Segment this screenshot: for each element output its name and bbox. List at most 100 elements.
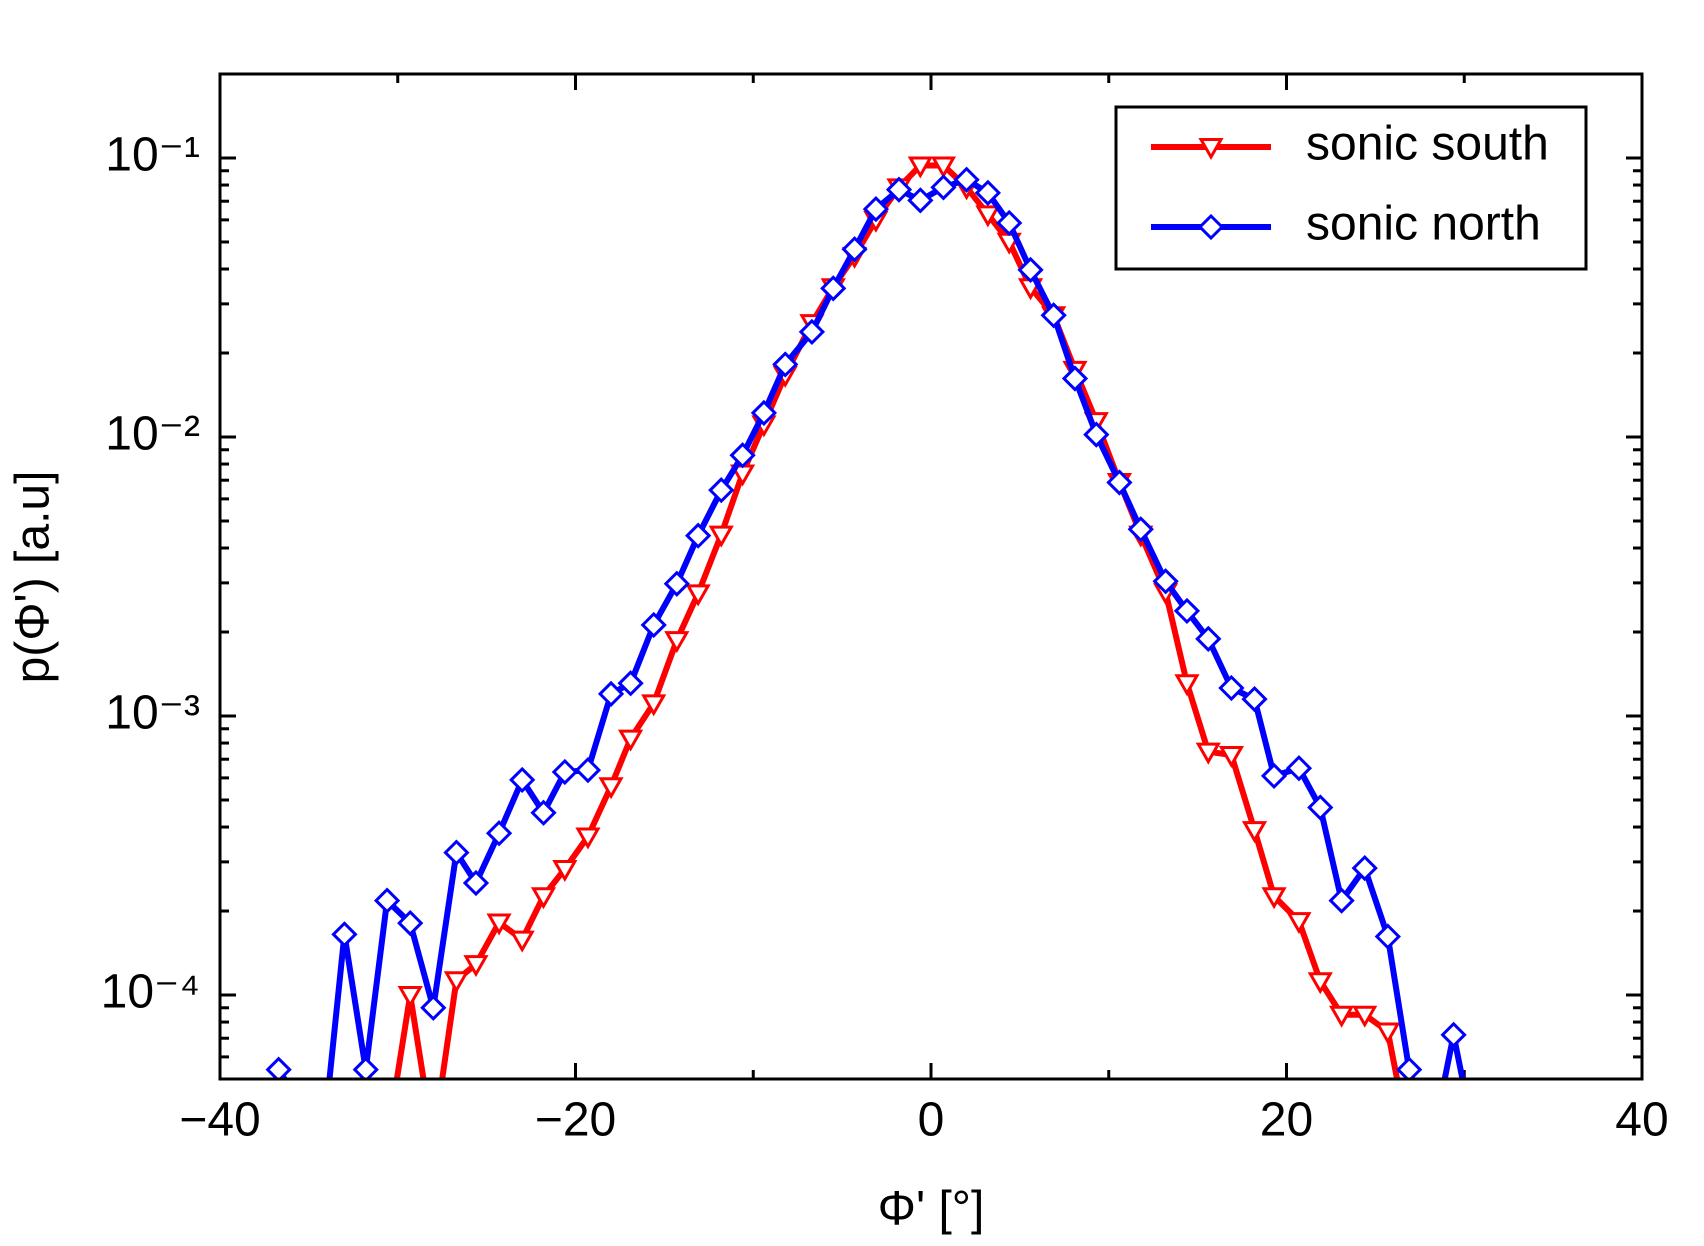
data-point (509, 766, 536, 794)
data-point (423, 1133, 443, 1151)
data-point (885, 176, 913, 203)
data-point (1421, 1130, 1443, 1152)
data-point (1399, 1133, 1419, 1151)
data-point (1396, 1056, 1423, 1079)
data-point (462, 869, 490, 897)
data-point (974, 179, 1002, 206)
data-point (1241, 821, 1268, 844)
x-tick-label: 40 (1615, 1094, 1668, 1147)
legend-marker (1198, 138, 1224, 161)
data-point (798, 318, 826, 346)
data-point (930, 156, 957, 179)
data-point (1017, 256, 1044, 284)
data-point (1218, 745, 1244, 768)
data-point (420, 994, 447, 1021)
data-point (1174, 674, 1200, 697)
series-line (276, 176, 1466, 1079)
data-point (597, 680, 625, 708)
data-point (617, 670, 644, 697)
data-point (1352, 1005, 1378, 1028)
data-point (664, 631, 690, 654)
data-point (443, 839, 470, 866)
x-tick-label: −20 (535, 1094, 616, 1147)
data-point (1106, 469, 1133, 496)
data-point (397, 986, 423, 1009)
data-point (1286, 912, 1312, 935)
x-tick-label: 0 (918, 1094, 945, 1147)
data-point (397, 909, 424, 937)
data-point (486, 913, 512, 936)
plot-frame (218, 72, 1644, 1081)
y-tick-label: 10⁻⁴ (101, 966, 200, 1019)
data-point (1261, 887, 1287, 910)
x-tick-label: −40 (179, 1094, 260, 1147)
x-axis-label: Φ' [°] (878, 1183, 985, 1236)
data-point (530, 799, 557, 826)
data-point (312, 1130, 334, 1152)
data-point (1173, 597, 1201, 625)
data-point (708, 477, 735, 504)
data-point (641, 694, 667, 717)
data-point (820, 275, 847, 302)
legend-label: sonic south (1306, 118, 1549, 171)
data-point (552, 859, 578, 882)
data-point (907, 187, 934, 214)
data-point (1307, 794, 1334, 821)
data-point (1061, 365, 1089, 392)
data-point (1329, 1005, 1355, 1028)
data-point (463, 955, 489, 978)
data-point (640, 611, 667, 639)
plot-area (265, 156, 1486, 1152)
data-point (841, 236, 868, 263)
data-point (265, 1056, 292, 1079)
data-point (862, 195, 890, 223)
data-point (1218, 674, 1245, 702)
data-point (1307, 972, 1333, 995)
data-point (530, 887, 557, 910)
data-point (485, 820, 513, 847)
data-point (1083, 421, 1110, 448)
data-point (663, 570, 690, 597)
y-tick-label: 10⁻¹ (105, 129, 200, 182)
data-point (975, 205, 1001, 228)
data-point (1374, 923, 1401, 950)
data-point (1195, 742, 1221, 765)
data-point (1285, 755, 1313, 782)
data-point (443, 971, 469, 994)
legend-marker (1197, 213, 1225, 241)
data-point (331, 921, 358, 948)
data-point (575, 827, 601, 850)
data-point (1127, 516, 1154, 543)
data-point (1440, 1021, 1467, 1048)
data-point (1241, 685, 1268, 713)
data-point (729, 442, 756, 469)
data-point (708, 525, 734, 548)
data-point (930, 174, 957, 201)
data-point (509, 930, 535, 953)
data-point (750, 399, 778, 427)
data-point (907, 156, 933, 179)
data-point (1351, 854, 1378, 882)
y-tick-label: 10⁻³ (105, 687, 200, 740)
data-point (1152, 568, 1179, 595)
data-point (1328, 887, 1355, 914)
series-line (393, 162, 1401, 1079)
data-point (352, 1056, 379, 1079)
data-point (953, 166, 980, 193)
data-point (598, 777, 624, 800)
data-point (574, 756, 602, 784)
y-tick-label: 10⁻² (105, 408, 200, 461)
y-axis-label: p(Φ') [a.u] (7, 471, 60, 684)
data-point (551, 758, 578, 786)
data-point (1040, 302, 1067, 329)
data-point (373, 887, 401, 914)
data-point (685, 522, 712, 549)
data-point (377, 1133, 397, 1151)
data-point (1464, 1130, 1486, 1152)
data-point (1260, 762, 1288, 790)
data-point (685, 584, 711, 607)
data-point (772, 351, 799, 378)
x-tick-label: 20 (1260, 1094, 1313, 1147)
